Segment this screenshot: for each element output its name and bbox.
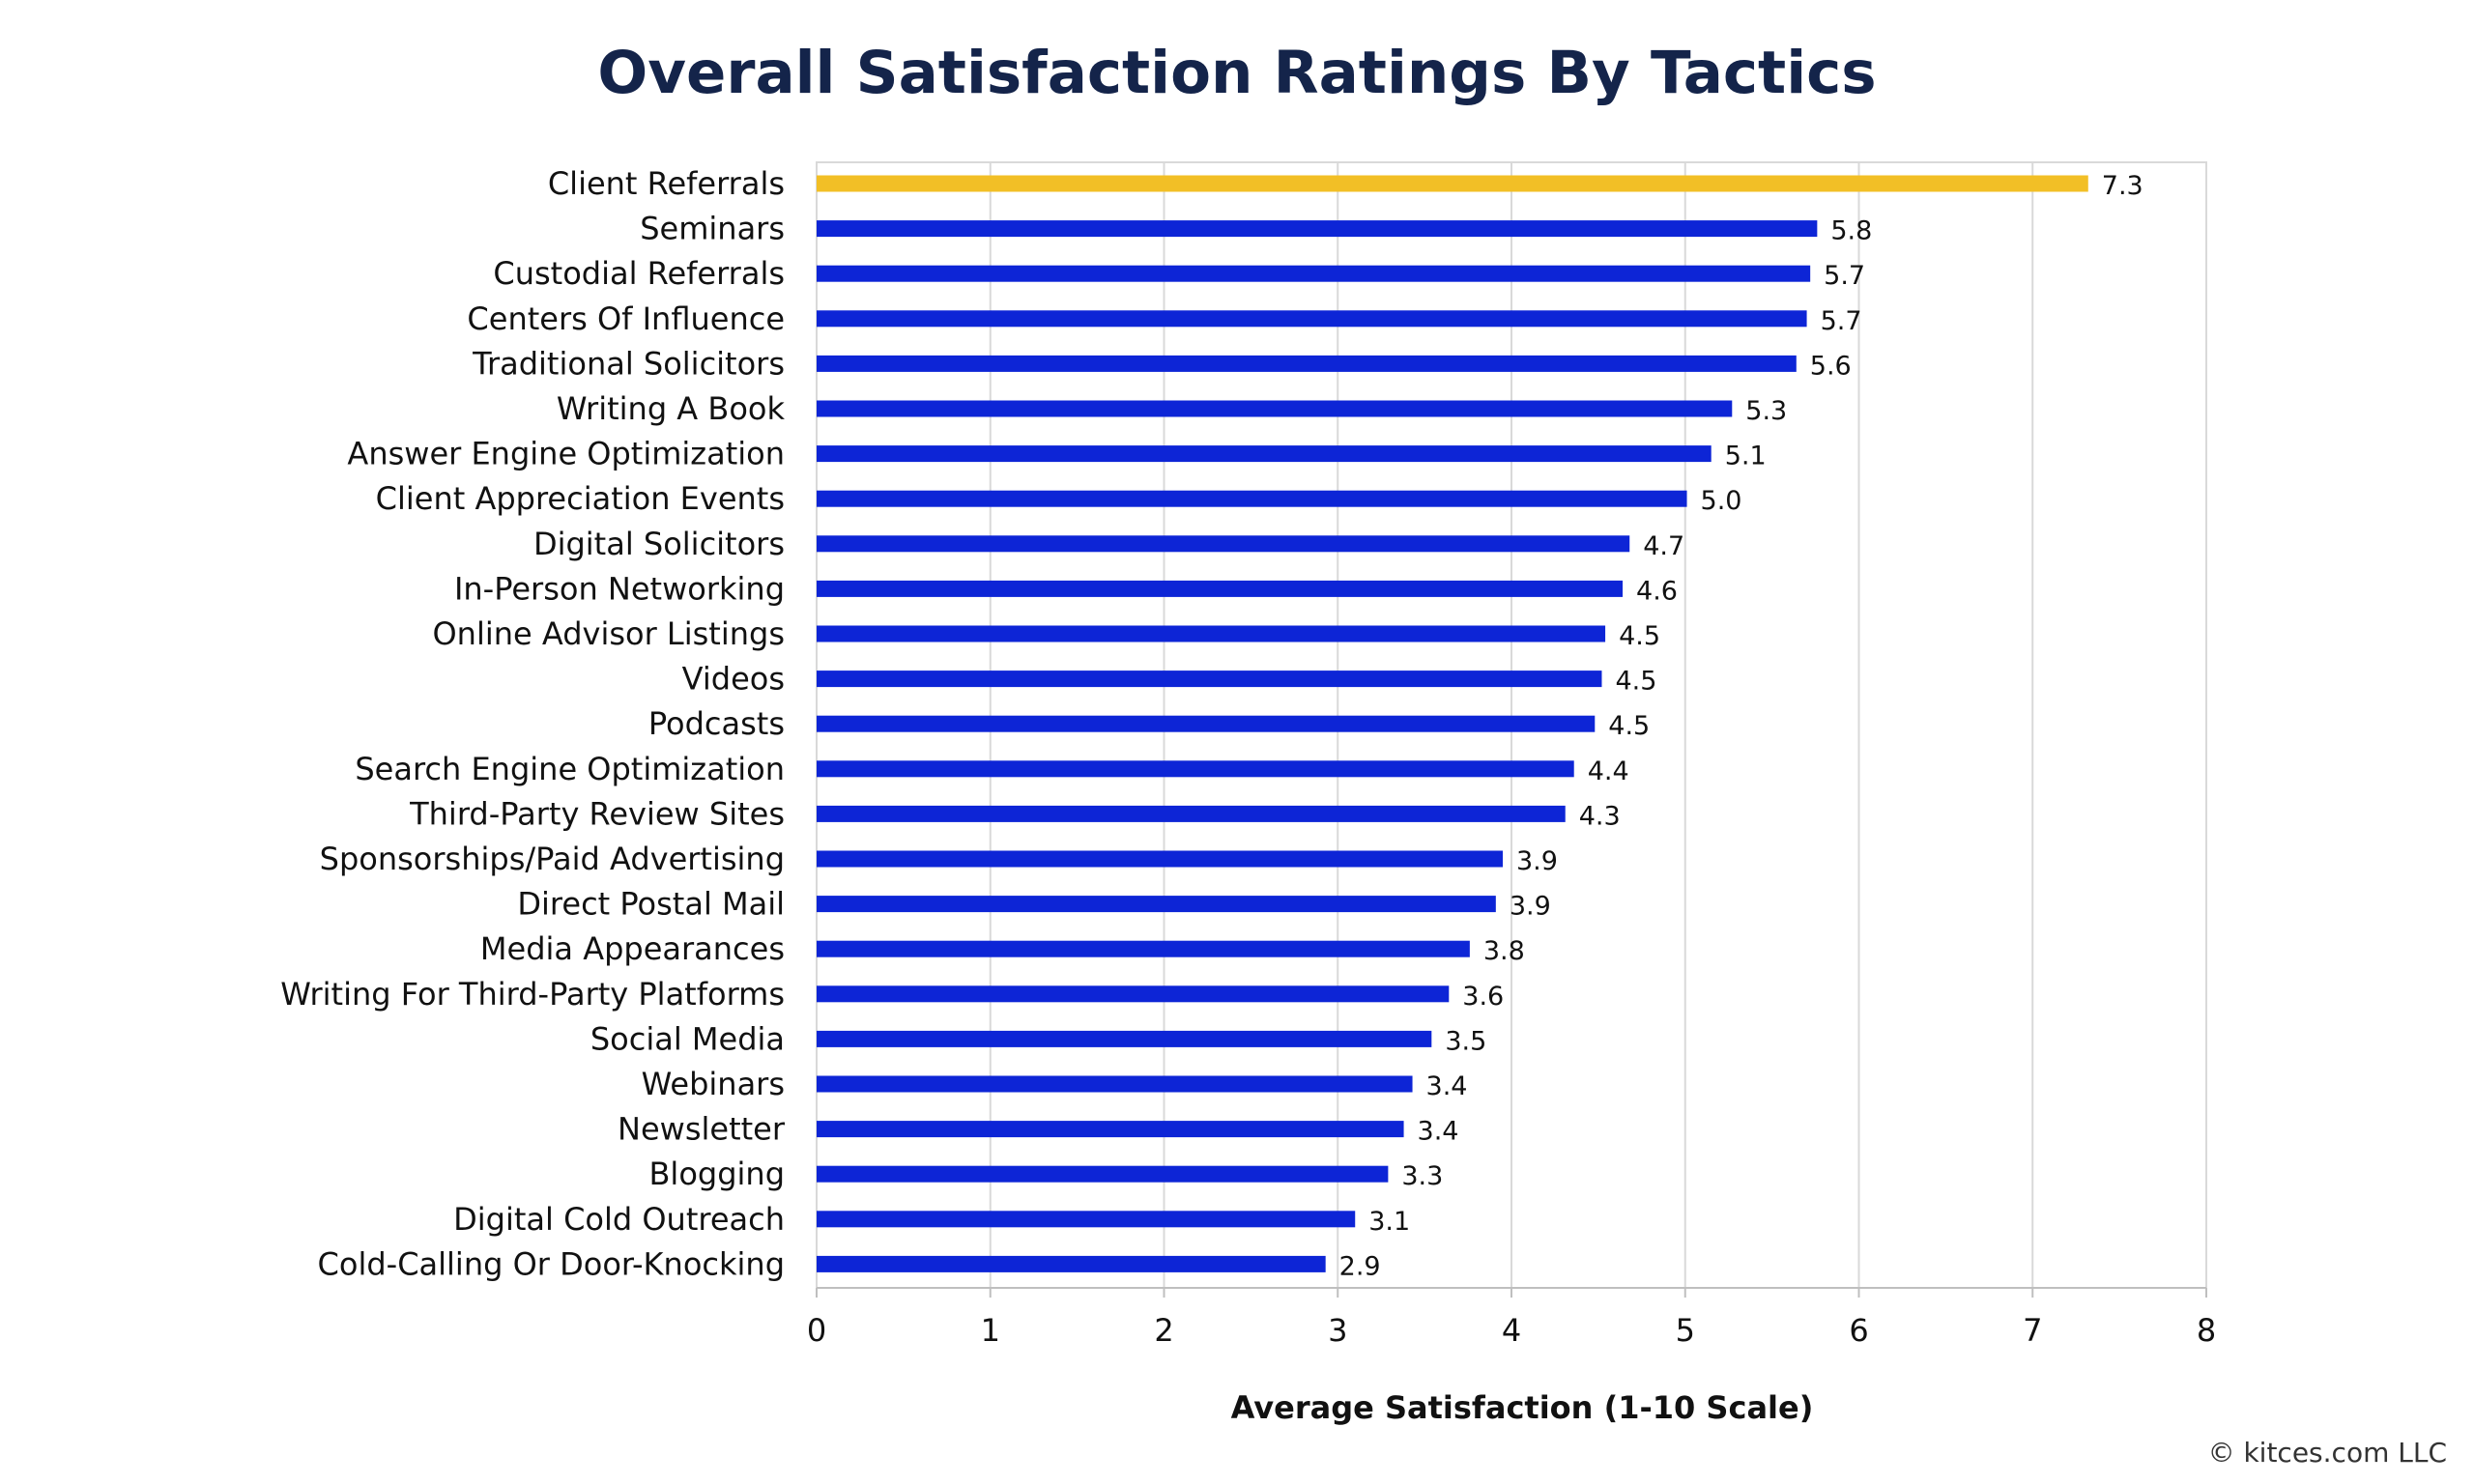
category-label: Search Engine Optimization bbox=[355, 751, 785, 787]
bar bbox=[817, 400, 1733, 417]
value-label: 3.5 bbox=[1445, 1026, 1486, 1056]
bar bbox=[817, 175, 2088, 192]
value-label: 3.4 bbox=[1418, 1117, 1459, 1147]
axis-layer: 0 1 2 3 4 5 6 7 8 Client Referrals Seminars Custodi… bbox=[280, 165, 2216, 1349]
category-label: Direct Postal Mail bbox=[517, 886, 785, 923]
copyright-notice: © kitces.com LLC bbox=[2207, 1437, 2447, 1469]
category-label: Cold-Calling Or Door-Knocking bbox=[318, 1245, 785, 1282]
bar bbox=[817, 1075, 1413, 1093]
value-label: 3.4 bbox=[1426, 1071, 1468, 1101]
value-label: 5.0 bbox=[1701, 486, 1742, 516]
x-tick-label: 1 bbox=[981, 1312, 1000, 1349]
value-label: 4.7 bbox=[1643, 531, 1684, 561]
value-label: 2.9 bbox=[1339, 1251, 1381, 1281]
bar bbox=[817, 265, 1811, 282]
value-label: 4.5 bbox=[1615, 667, 1656, 697]
x-tick-label: 8 bbox=[2197, 1312, 2216, 1349]
bar bbox=[817, 1121, 1404, 1138]
category-label: Client Appreciation Events bbox=[376, 480, 785, 517]
category-label: Answer Engine Optimization bbox=[347, 436, 785, 472]
value-label: 5.3 bbox=[1745, 396, 1787, 426]
bar bbox=[817, 985, 1450, 1003]
bar bbox=[817, 1255, 1326, 1272]
x-tick-label: 7 bbox=[2023, 1312, 2042, 1349]
bar bbox=[817, 220, 1818, 238]
category-label: Social Media bbox=[590, 1020, 785, 1057]
bar-layer: 7.3 5.8 5.7 5.7 5.6 5.3 5.1 5.0 4.7 4.6 4.5 4.5 4.5 4… bbox=[817, 171, 2143, 1281]
value-label: 3.9 bbox=[1510, 892, 1551, 922]
value-label: 5.1 bbox=[1725, 442, 1767, 471]
category-label: Digital Solicitors bbox=[533, 526, 785, 562]
category-label: Seminars bbox=[640, 211, 785, 247]
category-label: Custodial Referrals bbox=[493, 255, 785, 292]
value-label: 3.3 bbox=[1401, 1161, 1443, 1191]
category-label: Writing For Third-Party Platforms bbox=[280, 976, 785, 1013]
category-label: Online Advisor Listings bbox=[432, 615, 785, 652]
x-tick-label: 3 bbox=[1328, 1312, 1347, 1349]
bar bbox=[817, 490, 1687, 507]
bar bbox=[817, 1211, 1356, 1228]
value-label: 5.8 bbox=[1830, 216, 1872, 246]
bar bbox=[817, 940, 1470, 957]
value-label: 5.7 bbox=[1824, 261, 1865, 291]
value-label: 4.5 bbox=[1619, 621, 1660, 651]
bar bbox=[817, 535, 1630, 553]
category-label: Third-Party Review Sites bbox=[409, 795, 785, 832]
value-label: 3.9 bbox=[1516, 846, 1558, 876]
value-label: 5.6 bbox=[1810, 351, 1852, 381]
bar bbox=[817, 760, 1574, 778]
category-label: Traditional Solicitors bbox=[472, 345, 785, 382]
bar bbox=[817, 580, 1624, 597]
x-tick-label: 0 bbox=[807, 1312, 826, 1349]
value-label: 3.1 bbox=[1368, 1207, 1410, 1237]
x-tick-label: 5 bbox=[1676, 1312, 1695, 1349]
x-tick-label: 2 bbox=[1154, 1312, 1173, 1349]
category-label: Media Appearances bbox=[480, 930, 785, 967]
category-label: Centers Of Influence bbox=[467, 300, 785, 337]
bar bbox=[817, 896, 1496, 913]
category-label: In-Person Networking bbox=[454, 570, 785, 607]
value-label: 7.3 bbox=[2102, 171, 2143, 201]
value-label: 4.6 bbox=[1636, 576, 1678, 606]
category-label: Newsletter bbox=[618, 1111, 786, 1148]
x-axis-title: Average Satisfaction (1-10 Scale) bbox=[1231, 1389, 1814, 1426]
bar bbox=[817, 671, 1602, 688]
bar bbox=[817, 625, 1606, 642]
bar bbox=[817, 715, 1596, 732]
category-label: Digital Cold Outreach bbox=[453, 1201, 785, 1238]
category-label: Webinars bbox=[642, 1066, 785, 1102]
value-label: 4.3 bbox=[1579, 801, 1621, 831]
category-label: Writing A Book bbox=[557, 390, 786, 427]
bar bbox=[817, 1030, 1432, 1047]
value-label: 3.6 bbox=[1462, 982, 1504, 1012]
bar bbox=[817, 850, 1504, 868]
bar bbox=[817, 355, 1797, 372]
value-label: 5.7 bbox=[1821, 306, 1862, 336]
bar bbox=[817, 1165, 1389, 1183]
value-label: 4.4 bbox=[1588, 756, 1629, 786]
bar bbox=[817, 310, 1807, 328]
bar bbox=[817, 445, 1712, 463]
category-label: Client Referrals bbox=[548, 165, 785, 202]
category-label: Sponsorships/Paid Advertising bbox=[320, 841, 785, 877]
category-label: Podcasts bbox=[648, 705, 785, 742]
bar bbox=[817, 805, 1566, 822]
x-tick-label: 6 bbox=[1849, 1312, 1868, 1349]
chart-title: Overall Satisfaction Ratings By Tactics bbox=[597, 39, 1877, 107]
value-label: 4.5 bbox=[1608, 711, 1650, 741]
category-label: Blogging bbox=[648, 1156, 785, 1192]
category-label: Videos bbox=[682, 661, 785, 698]
value-label: 3.8 bbox=[1483, 936, 1525, 966]
x-tick-label: 4 bbox=[1502, 1312, 1521, 1349]
